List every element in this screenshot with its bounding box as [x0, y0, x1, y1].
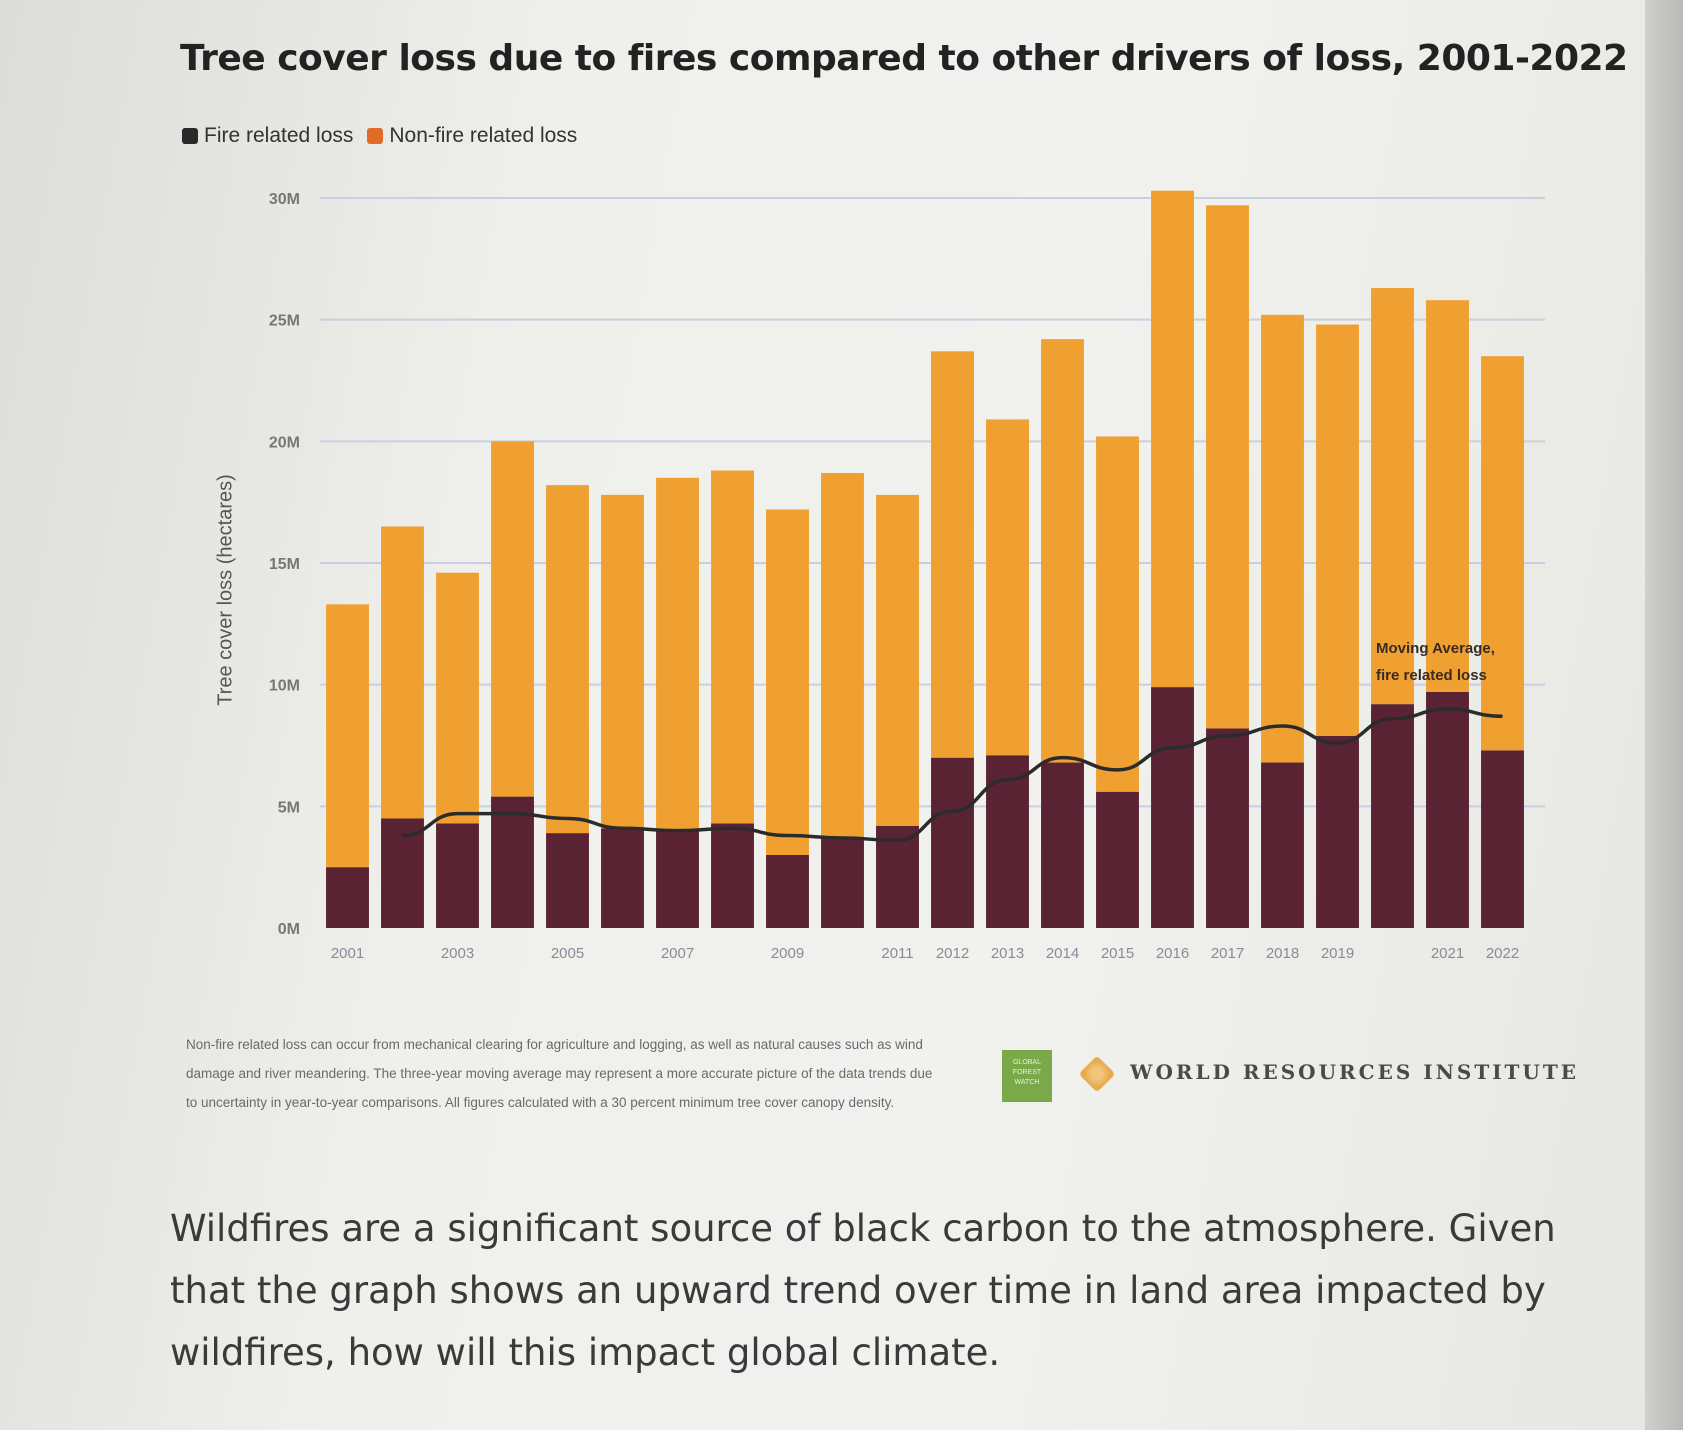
bar-nonfire-2012 [931, 351, 974, 758]
bar-nonfire-2003 [436, 572, 479, 824]
chart-title: Tree cover loss due to fires compared to… [180, 38, 1628, 79]
x-tick-label: 2018 [1266, 945, 1299, 962]
bar-fire-2018 [1261, 762, 1304, 928]
bar-fire-2004 [491, 796, 534, 928]
x-tick-label: 2013 [991, 945, 1024, 962]
x-tick-label: 2022 [1486, 945, 1519, 962]
y-tick-label: 10M [269, 678, 300, 695]
bar-fire-2019 [1316, 735, 1359, 928]
x-tick-label: 2015 [1101, 945, 1134, 962]
bar-fire-2011 [876, 825, 919, 928]
bar-nonfire-2007 [656, 477, 699, 831]
bar-fire-2020 [1371, 704, 1414, 928]
bar-fire-2008 [711, 823, 754, 928]
x-tick-label: 2007 [661, 945, 694, 962]
legend-swatch-nonfire [367, 128, 384, 144]
bar-nonfire-2010 [821, 472, 864, 838]
x-tick-label: 2019 [1321, 945, 1354, 962]
bar-nonfire-2008 [711, 470, 754, 824]
bar-fire-2014 [1041, 762, 1084, 928]
x-tick-label: 2005 [551, 945, 584, 962]
bar-fire-2007 [656, 830, 699, 928]
x-tick-label: 2017 [1211, 945, 1244, 962]
y-tick-label: 0M [278, 921, 300, 938]
y-tick-label: 5M [278, 799, 300, 816]
bar-nonfire-2009 [766, 509, 809, 855]
bar-fire-2012 [931, 757, 974, 928]
chart-legend: Fire related loss Non-fire related loss [182, 124, 591, 148]
bar-nonfire-2001 [326, 604, 369, 868]
legend-label-fire: Fire related loss [204, 124, 354, 147]
chart-plot: 0M 5M 10M 15M 20M 25M 30M 2001 2003 2005 2007 2009 2… [269, 190, 1545, 962]
x-tick-label: 2011 [881, 945, 913, 962]
bar-nonfire-2017 [1206, 205, 1249, 729]
legend-label-nonfire: Non-fire related loss [389, 124, 578, 147]
bar-nonfire-2016 [1151, 190, 1194, 688]
bar-nonfire-2005 [546, 485, 589, 834]
wri-logo-text: WORLD RESOURCES INSTITUTE [1130, 1060, 1580, 1084]
x-tick-label: 2012 [936, 945, 969, 962]
bar-nonfire-2002 [381, 526, 424, 819]
chart-footnote: Non-fire related loss can occur from mec… [186, 1037, 933, 1110]
moving-average-label: Moving Average, [1376, 640, 1495, 657]
y-tick-label: 30M [269, 191, 300, 208]
bar-nonfire-2013 [986, 419, 1029, 756]
legend-swatch-fire [182, 128, 198, 144]
bar-fire-2015 [1096, 791, 1139, 928]
bar-fire-2016 [1151, 687, 1194, 928]
bar-nonfire-2021 [1426, 300, 1469, 692]
x-tick-label: 2014 [1046, 945, 1079, 962]
y-tick-label: 15M [269, 556, 300, 573]
screen-bezel [1645, 0, 1683, 1430]
x-tick-label: 2016 [1156, 945, 1189, 962]
bar-nonfire-2015 [1096, 436, 1139, 792]
question-text: Wildfires are a significant source of bl… [170, 1207, 1556, 1374]
bar-fire-2006 [601, 828, 644, 928]
gfw-logo: GLOBAL FOREST WATCH [1002, 1050, 1052, 1102]
bar-nonfire-2018 [1261, 314, 1304, 763]
bar-nonfire-2004 [491, 441, 534, 797]
x-tick-label: 2001 [331, 945, 364, 962]
moving-average-line [402, 707, 1503, 843]
bar-nonfire-2014 [1041, 339, 1084, 763]
bar-nonfire-2020 [1371, 288, 1414, 705]
y-tick-label: 25M [269, 313, 300, 330]
legend-item-nonfire: Non-fire related loss [367, 124, 577, 148]
x-tick-label: 2003 [441, 945, 474, 962]
bar-nonfire-2019 [1316, 324, 1359, 736]
bar-nonfire-2006 [601, 494, 644, 829]
bar-fire-2005 [546, 833, 589, 928]
bar-fire-2003 [436, 823, 479, 928]
moving-average-label-line2: fire related loss [1376, 667, 1487, 684]
bar-fire-2017 [1206, 728, 1249, 928]
y-tick-label: 20M [269, 434, 300, 451]
x-tick-label: 2021 [1431, 945, 1464, 962]
bar-nonfire-2011 [876, 494, 919, 826]
bar-fire-2022 [1481, 750, 1524, 928]
bar-fire-2009 [766, 855, 809, 928]
legend-item-fire: Fire related loss [182, 124, 353, 148]
bar-fire-2001 [326, 867, 369, 928]
bar-fire-2021 [1426, 691, 1469, 928]
x-tick-label: 2009 [771, 945, 804, 962]
bar-fire-2010 [821, 837, 864, 928]
bar-nonfire-2022 [1481, 356, 1524, 751]
